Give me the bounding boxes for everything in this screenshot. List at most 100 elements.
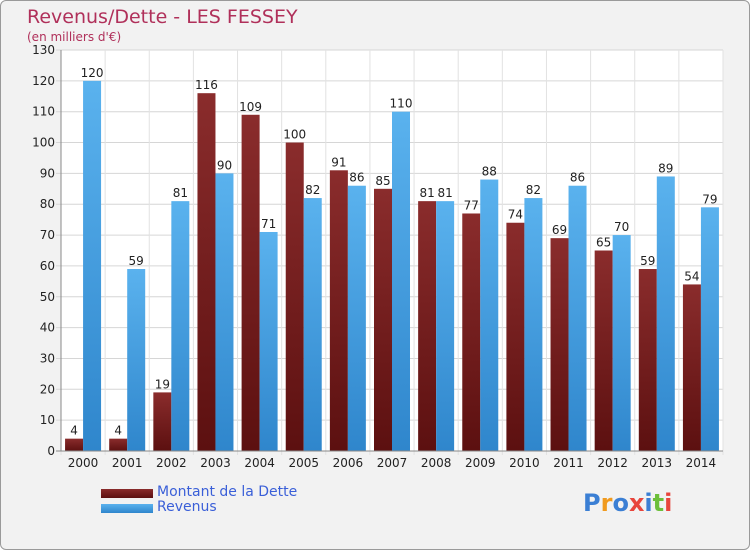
x-tick-label: 2000 (68, 456, 99, 470)
data-label-debt: 19 (155, 377, 170, 391)
x-tick-label: 2006 (333, 456, 364, 470)
bar-revenue-2003 (215, 173, 234, 451)
bar-layer (65, 80, 719, 452)
chart-subtitle: (en milliers d'€) (27, 30, 122, 44)
bar-debt-2003 (197, 93, 216, 451)
y-tick-label: 10 (40, 413, 55, 427)
x-tick-label: 2005 (288, 456, 319, 470)
legend-swatch-revenue (101, 504, 153, 513)
data-label-revenue: 81 (437, 186, 452, 200)
data-label-debt: 100 (283, 128, 306, 142)
bar-debt-2014 (682, 284, 701, 451)
x-tick-label: 2011 (553, 456, 584, 470)
data-label-revenue: 82 (305, 183, 320, 197)
bar-revenue-2005 (303, 198, 322, 451)
bar-debt-2005 (285, 142, 304, 452)
bar-debt-2001 (109, 438, 128, 451)
logo-letter: o (612, 489, 629, 517)
data-label-revenue: 59 (129, 254, 144, 268)
bar-debt-2004 (241, 114, 260, 452)
y-tick-label: 40 (40, 321, 55, 335)
bar-debt-2010 (506, 222, 525, 451)
proxiti-logo: Proxiti (583, 489, 672, 517)
x-tick-label: 2009 (465, 456, 496, 470)
legend-swatch-debt (101, 489, 153, 498)
bar-debt-2002 (153, 392, 172, 451)
bar-revenue-2000 (83, 80, 102, 451)
x-tick-label: 2014 (686, 456, 717, 470)
logo-letter: r (600, 489, 613, 517)
x-tick-label: 2007 (377, 456, 408, 470)
x-tick-label: 2013 (642, 456, 673, 470)
x-tick-label: 2008 (421, 456, 452, 470)
x-tick-label: 2001 (112, 456, 143, 470)
data-label-debt: 77 (464, 198, 479, 212)
x-tick-label: 2012 (597, 456, 628, 470)
logo-letter: x (628, 489, 645, 517)
data-label-debt: 4 (70, 424, 78, 438)
bar-debt-2009 (462, 213, 481, 451)
y-tick-label: 30 (40, 351, 55, 365)
y-tick-label: 100 (32, 136, 55, 150)
bar-revenue-2014 (700, 207, 719, 451)
y-tick-label: 60 (40, 259, 55, 273)
data-label-revenue: 110 (390, 97, 413, 111)
data-label-revenue: 82 (526, 183, 541, 197)
data-label-revenue: 79 (702, 192, 717, 206)
bar-revenue-2009 (480, 179, 499, 452)
y-tick-label: 0 (47, 444, 55, 458)
logo-letter: P (583, 489, 601, 517)
data-label-revenue: 90 (217, 158, 232, 172)
bar-debt-2000 (65, 438, 84, 451)
data-label-debt: 81 (419, 186, 434, 200)
data-label-debt: 109 (239, 100, 262, 114)
data-label-debt: 85 (375, 174, 390, 188)
data-label-debt: 65 (596, 236, 611, 250)
y-tick-label: 50 (40, 290, 55, 304)
bar-revenue-2010 (524, 198, 543, 451)
x-tick-label: 2004 (244, 456, 275, 470)
data-label-revenue: 89 (658, 161, 673, 175)
bar-revenue-2011 (568, 185, 587, 451)
legend-label-revenue: Revenus (157, 499, 217, 515)
data-label-revenue: 86 (349, 171, 364, 185)
data-label-debt: 4 (114, 424, 122, 438)
data-label-revenue: 88 (482, 165, 497, 179)
y-tick-label: 90 (40, 166, 55, 180)
bar-revenue-2002 (171, 201, 190, 451)
bar-debt-2008 (418, 201, 437, 451)
axis-layer: 0 10 20 30 40 50 60 70 80 90 100 110 120 130 2000 2001 2… (32, 43, 723, 470)
y-tick-label: 110 (32, 105, 55, 119)
data-label-revenue: 81 (173, 186, 188, 200)
bar-debt-2006 (329, 170, 348, 452)
bar-debt-2007 (374, 188, 392, 452)
data-label-debt: 69 (552, 223, 567, 237)
data-label-debt: 116 (195, 78, 218, 92)
x-tick-label: 2010 (509, 456, 540, 470)
y-tick-label: 120 (32, 74, 55, 88)
y-tick-label: 80 (40, 197, 55, 211)
data-label-debt: 91 (331, 155, 346, 169)
y-tick-label: 20 (40, 382, 55, 396)
data-label-debt: 54 (684, 269, 699, 283)
bar-debt-2013 (638, 269, 657, 451)
y-tick-label: 70 (40, 228, 55, 242)
y-tick-label: 130 (32, 43, 55, 57)
bar-revenue-2013 (656, 176, 675, 451)
bar-revenue-2012 (612, 235, 631, 451)
data-label-revenue: 86 (570, 171, 585, 185)
data-label-revenue: 120 (81, 66, 104, 80)
bar-revenue-2001 (127, 269, 146, 451)
bar-debt-2012 (594, 250, 613, 451)
bar-revenue-2006 (347, 185, 366, 451)
logo-letter: i (644, 489, 653, 517)
bar-revenue-2008 (436, 201, 455, 451)
logo-letter: i (664, 489, 673, 517)
x-tick-label: 2002 (156, 456, 187, 470)
x-tick-label: 2003 (200, 456, 231, 470)
chart-title: Revenus/Dette - LES FESSEY (27, 6, 298, 28)
logo-letter: t (652, 489, 665, 517)
data-label-debt: 59 (640, 254, 655, 268)
